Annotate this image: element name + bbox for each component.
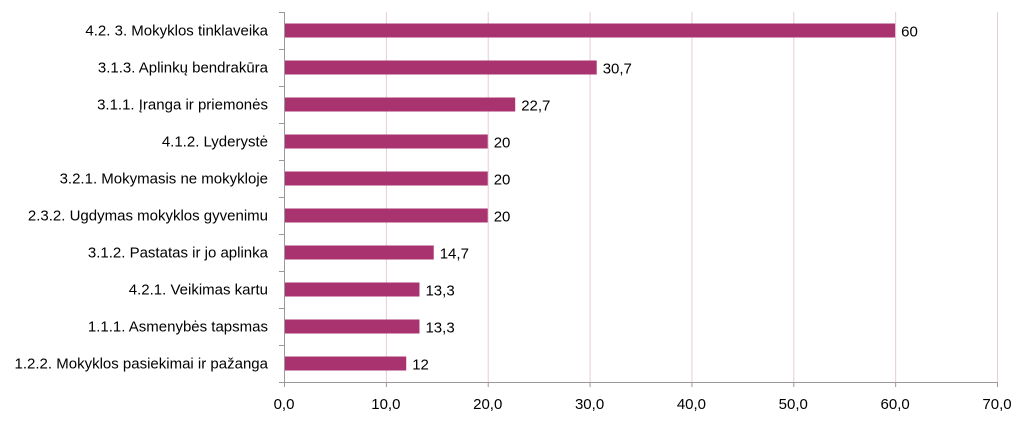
bar bbox=[285, 134, 488, 149]
data-label: 30,7 bbox=[603, 61, 632, 78]
category-labels: 4.2. 3. Mokyklos tinklaveika 3.1.3. Aplin… bbox=[15, 23, 269, 373]
category-label: 4.2. 3. Mokyklos tinklaveika bbox=[85, 23, 268, 40]
data-label: 60 bbox=[901, 24, 918, 41]
data-label: 13,3 bbox=[425, 283, 454, 300]
bar bbox=[285, 97, 516, 112]
category-label: 3.2.1. Mokymasis ne mokykloje bbox=[60, 171, 268, 188]
category-label: 1.2.2. Mokyklos pasiekimai ir pažanga bbox=[15, 356, 269, 373]
x-tick-label: 0,0 bbox=[274, 396, 295, 413]
x-tick-label: 70,0 bbox=[982, 396, 1011, 413]
category-label: 1.1.1. Asmenybės tapsmas bbox=[88, 319, 268, 336]
x-tick-label: 60,0 bbox=[881, 396, 910, 413]
bars bbox=[285, 23, 896, 371]
data-labels: 60 30,7 22,7 20 20 20 14,7 13,3 13,3 12 bbox=[412, 24, 918, 374]
data-label: 20 bbox=[494, 172, 511, 189]
data-label: 13,3 bbox=[425, 320, 454, 337]
category-label: 3.1.2. Pastatas ir jo aplinka bbox=[88, 245, 269, 262]
bar bbox=[285, 171, 488, 186]
bar bbox=[285, 60, 597, 75]
bar bbox=[285, 356, 407, 371]
category-label: 3.1.3. Aplinkų bendrakūra bbox=[98, 60, 269, 77]
category-label: 4.2.1. Veikimas kartu bbox=[129, 282, 268, 299]
x-tick-label: 50,0 bbox=[779, 396, 808, 413]
data-label: 20 bbox=[494, 135, 511, 152]
bar bbox=[285, 23, 896, 38]
x-tick-labels: 0,0 10,0 20,0 30,0 40,0 50,0 60,0 70,0 bbox=[274, 396, 1012, 413]
bar bbox=[285, 245, 434, 260]
bar bbox=[285, 282, 420, 297]
bar bbox=[285, 319, 420, 334]
x-tick-label: 40,0 bbox=[677, 396, 706, 413]
data-label: 14,7 bbox=[440, 246, 469, 263]
category-label: 2.3.2. Ugdymas mokyklos gyvenimu bbox=[28, 208, 268, 225]
x-tick-label: 20,0 bbox=[473, 396, 502, 413]
data-label: 22,7 bbox=[521, 98, 550, 115]
category-label: 4.1.2. Lyderystė bbox=[162, 134, 268, 151]
data-label: 20 bbox=[494, 209, 511, 226]
x-tick-label: 10,0 bbox=[371, 396, 400, 413]
bar bbox=[285, 208, 488, 223]
category-label: 3.1.1. Įranga ir priemonės bbox=[97, 97, 268, 114]
x-tick-label: 30,0 bbox=[575, 396, 604, 413]
data-label: 12 bbox=[412, 357, 429, 374]
axes bbox=[279, 12, 998, 387]
